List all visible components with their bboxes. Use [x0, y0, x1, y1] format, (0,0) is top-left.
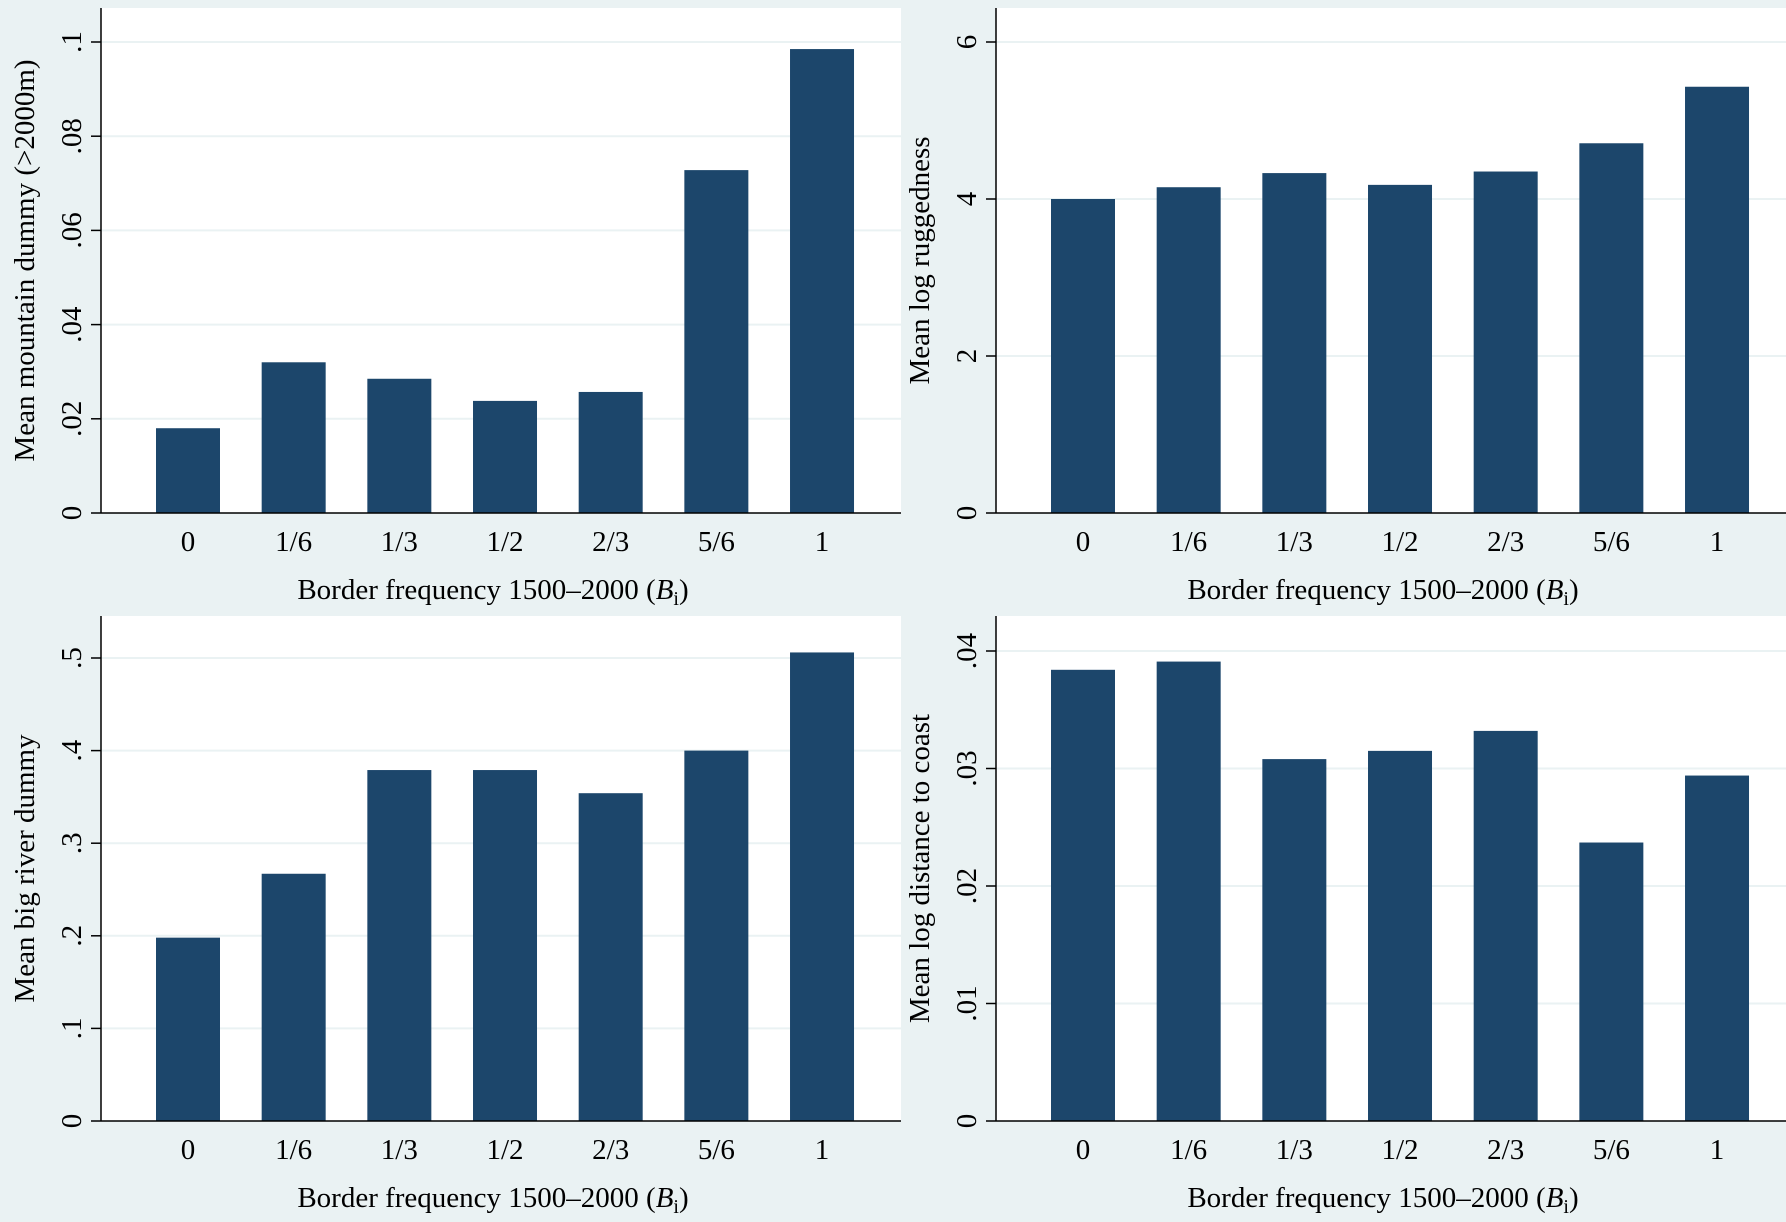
- x-tick-label: 1/2: [1381, 1134, 1418, 1166]
- bar-1: [790, 49, 855, 513]
- x-tick-label: 2/3: [1487, 1134, 1524, 1166]
- x-tick-label: 1/6: [1170, 526, 1207, 558]
- y-tick-label: 0: [951, 1114, 983, 1129]
- x-tick-label: 1/6: [1170, 1134, 1207, 1166]
- chart-panel-2: 0 2 4 6 0 1/6 1/3 1/2 2/3 5/6 1 Border frequency 15…: [904, 8, 1786, 610]
- bar-0: [156, 937, 220, 1121]
- bar-2/3: [578, 793, 643, 1121]
- x-tick-label: 0: [181, 1134, 196, 1166]
- bar-1: [790, 652, 855, 1121]
- bar-1/3: [1262, 759, 1327, 1121]
- x-tick-label: 2/3: [592, 1134, 629, 1166]
- x-tick-label: 5/6: [698, 526, 735, 558]
- y-tick-label: .04: [56, 306, 88, 343]
- x-tick-label: 1/3: [1276, 1134, 1313, 1166]
- bar-1/6: [261, 362, 326, 513]
- x-tick-label: 1/2: [486, 1134, 523, 1166]
- bar-5/6: [1579, 842, 1644, 1121]
- y-tick-label: 0: [56, 1114, 88, 1129]
- bar-0: [1051, 669, 1115, 1121]
- y-tick-label: .4: [56, 739, 88, 761]
- y-tick-label: .1: [56, 31, 88, 53]
- chart-panel-1: 0 .02 .04 .06 .08 .1 0 1/6 1/3 1/2 2/3 5/6 1 Border f…: [9, 8, 901, 610]
- bar-0: [156, 428, 220, 513]
- x-tick-label: 0: [1076, 1134, 1091, 1166]
- y-axis-title: Mean big river dummy: [9, 734, 41, 1003]
- x-tick-label: 1/3: [381, 526, 418, 558]
- bar-5/6: [1579, 143, 1644, 513]
- bar-1/2: [1368, 750, 1433, 1121]
- y-tick-label: .02: [56, 401, 88, 437]
- x-axis-title: Border frequency 1500–2000 (Bi): [1187, 574, 1578, 610]
- x-tick-label: 1: [1710, 1134, 1725, 1166]
- x-tick-label: 2/3: [1487, 526, 1524, 558]
- x-axis-title: Border frequency 1500–2000 (Bi): [1187, 1182, 1578, 1217]
- x-tick-label: 0: [1076, 526, 1091, 558]
- x-tick-label: 1/2: [486, 526, 523, 558]
- bar-1/6: [261, 873, 326, 1121]
- x-tick-label: 1/3: [381, 1134, 418, 1166]
- bar-0: [1051, 199, 1115, 513]
- y-tick-label: .02: [951, 868, 983, 904]
- bar-1/6: [1156, 187, 1221, 513]
- y-tick-label: .08: [56, 118, 88, 154]
- x-tick-label: 1/6: [275, 526, 312, 558]
- x-axis-title: Border frequency 1500–2000 (Bi): [297, 1182, 688, 1217]
- y-tick-label: .06: [56, 212, 88, 248]
- x-tick-label: 5/6: [1593, 526, 1630, 558]
- y-tick-label: .01: [951, 985, 983, 1021]
- x-tick-label: 1: [815, 526, 830, 558]
- y-axis-title: Mean log distance to coast: [904, 714, 936, 1023]
- y-tick-label: .03: [951, 750, 983, 786]
- x-tick-label: 1/2: [1381, 526, 1418, 558]
- y-tick-label: .3: [56, 832, 88, 854]
- y-tick-label: .2: [56, 925, 88, 947]
- chart-panel-4: 0 .01 .02 .03 .04 0 1/6 1/3 1/2 2/3 5/6 1 Border fre…: [904, 616, 1786, 1218]
- bar-2/3: [1473, 730, 1538, 1121]
- bar-2/3: [1473, 171, 1538, 513]
- x-tick-label: 0: [181, 526, 196, 558]
- x-tick-label: 2/3: [592, 526, 629, 558]
- y-tick-label: 4: [951, 191, 983, 206]
- bar-5/6: [684, 750, 749, 1121]
- bar-1/2: [473, 400, 538, 513]
- y-tick-label: .1: [56, 1018, 88, 1040]
- y-tick-label: .5: [56, 647, 88, 669]
- x-tick-label: 1/6: [275, 1134, 312, 1166]
- x-tick-label: 5/6: [698, 1134, 735, 1166]
- x-axis-title: Border frequency 1500–2000 (Bi): [297, 574, 688, 610]
- bar-1: [1685, 775, 1750, 1121]
- bar-1/3: [367, 770, 432, 1121]
- chart-panel-3: 0 .1 .2 .3 .4 .5 0 1/6 1/3 1/2 2/3 5/6 1 Border frequ…: [9, 616, 901, 1218]
- bar-1/2: [473, 770, 538, 1121]
- x-tick-label: 1: [1710, 526, 1725, 558]
- bar-1/3: [1262, 173, 1327, 513]
- y-tick-label: 0: [56, 506, 88, 521]
- y-tick-label: 6: [951, 35, 983, 50]
- bar-1/3: [367, 378, 432, 513]
- bar-1/2: [1368, 184, 1433, 513]
- x-tick-label: 5/6: [1593, 1134, 1630, 1166]
- bar-5/6: [684, 170, 749, 513]
- bar-1/6: [1156, 661, 1221, 1121]
- y-tick-label: 2: [951, 349, 983, 364]
- y-axis-title: Mean mountain dummy (>2000m): [9, 59, 41, 461]
- y-axis-title: Mean log ruggedness: [904, 136, 936, 384]
- y-tick-label: 0: [951, 506, 983, 521]
- bar-1: [1685, 86, 1750, 514]
- bar-2/3: [578, 391, 643, 513]
- x-tick-label: 1: [815, 1134, 830, 1166]
- y-tick-label: .04: [951, 632, 983, 669]
- x-tick-label: 1/3: [1276, 526, 1313, 558]
